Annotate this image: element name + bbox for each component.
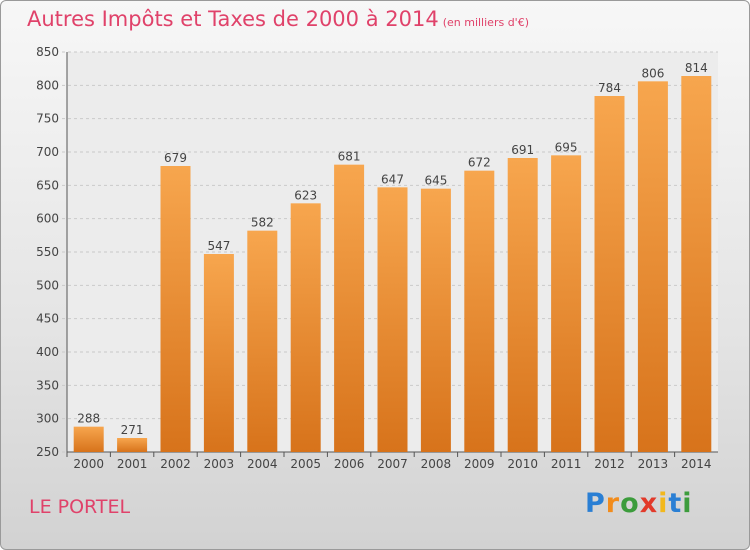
- y-tick-label: 850: [36, 45, 59, 59]
- x-tick-label: 2006: [334, 457, 365, 471]
- x-tick-label: 2013: [638, 457, 669, 471]
- data-label: 814: [685, 61, 708, 75]
- bar: [681, 76, 712, 452]
- bar: [247, 230, 278, 452]
- y-tick-label: 500: [36, 278, 59, 292]
- y-tick-label: 650: [36, 178, 59, 192]
- data-label: 695: [555, 140, 578, 154]
- data-label: 647: [381, 172, 404, 186]
- chart-subtitle: (en milliers d'€): [442, 16, 529, 29]
- x-tick-label: 2009: [464, 457, 495, 471]
- x-tick-label: 2007: [377, 457, 408, 471]
- x-tick-label: 2010: [507, 457, 538, 471]
- x-tick-label: 2005: [290, 457, 321, 471]
- bar: [464, 170, 495, 452]
- bar: [73, 426, 104, 452]
- y-tick-label: 250: [36, 445, 59, 459]
- y-tick-label: 300: [36, 412, 59, 426]
- x-tick-label: 2000: [73, 457, 104, 471]
- data-label: 288: [77, 412, 100, 426]
- x-tick-label: 2008: [421, 457, 452, 471]
- x-tick-label: 2003: [204, 457, 235, 471]
- data-label: 582: [251, 216, 274, 230]
- bar: [117, 438, 148, 452]
- data-label: 645: [424, 174, 447, 188]
- y-tick-label: 450: [36, 312, 59, 326]
- x-tick-label: 2004: [247, 457, 278, 471]
- bar: [334, 164, 365, 452]
- y-tick-label: 750: [36, 112, 59, 126]
- x-tick-label: 2014: [681, 457, 712, 471]
- data-label: 623: [294, 188, 317, 202]
- bar: [160, 166, 191, 452]
- data-label: 271: [121, 423, 144, 437]
- x-tick-label: 2012: [594, 457, 625, 471]
- chart-title: Autres Impôts et Taxes de 2000 à 2014 (en…: [27, 7, 529, 31]
- bar: [377, 187, 408, 453]
- data-label: 547: [207, 239, 230, 253]
- data-label: 681: [338, 150, 361, 164]
- town-name: LE PORTEL: [29, 496, 131, 518]
- x-tick-label: 2001: [117, 457, 148, 471]
- data-label: 784: [598, 81, 621, 95]
- y-tick-label: 700: [36, 145, 59, 159]
- y-tick-label: 400: [36, 345, 59, 359]
- y-tick-label: 800: [36, 78, 59, 92]
- y-tick-label: 550: [36, 245, 59, 259]
- bar: [551, 155, 582, 453]
- proxiti-logo: Proxiti: [585, 488, 693, 519]
- data-label: 691: [511, 143, 534, 157]
- bar: [203, 254, 234, 452]
- bar: [420, 188, 451, 452]
- bar: [637, 81, 668, 452]
- chart-title-text: Autres Impôts et Taxes de 2000 à 2014: [27, 7, 439, 31]
- data-label: 806: [641, 66, 664, 80]
- data-label: 672: [468, 156, 491, 170]
- bar: [594, 96, 625, 452]
- bar: [290, 203, 321, 452]
- y-tick-label: 350: [36, 378, 59, 392]
- bar: [507, 158, 538, 452]
- data-label: 679: [164, 151, 187, 165]
- x-tick-label: 2002: [160, 457, 191, 471]
- x-tick-label: 2011: [551, 457, 582, 471]
- y-tick-label: 600: [36, 212, 59, 226]
